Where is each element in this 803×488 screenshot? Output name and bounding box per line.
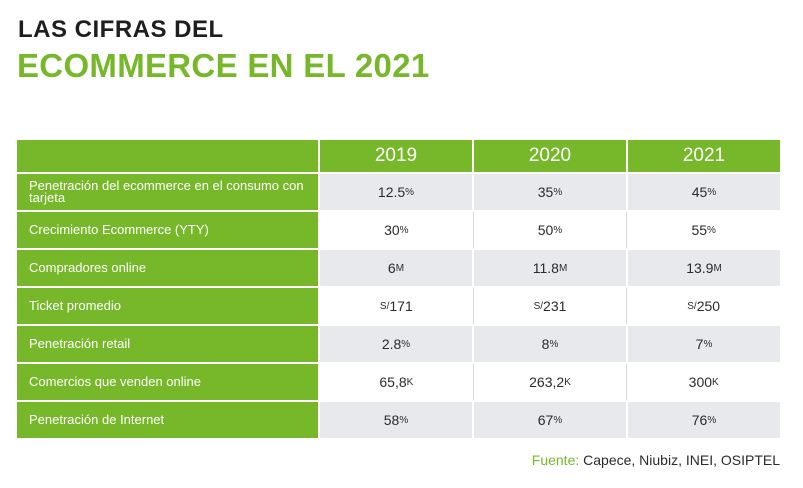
value-cell-2021: 7%	[626, 326, 780, 362]
value-unit: %	[399, 224, 409, 236]
value-number: 2.8	[381, 336, 402, 352]
value-cell-2021: 76%	[626, 402, 780, 438]
source-note: Fuente: Capece, Niubiz, INEI, OSIPTEL	[532, 452, 780, 468]
value-number: 35	[537, 184, 554, 200]
row-label: Compradores online	[17, 250, 318, 286]
header-year-2019: 2019	[318, 140, 472, 172]
value-cell-2019: 65,8 K	[318, 364, 473, 400]
value-number: 50	[537, 222, 554, 238]
value-cell-2021: S/250	[626, 288, 781, 324]
value-number: 45	[691, 184, 708, 200]
value-unit: M	[713, 262, 722, 274]
table-row: Comercios que venden online 65,8 K 263,2 K 30…	[17, 364, 781, 400]
value-unit: %	[553, 224, 563, 236]
value-cell-2020: 50%	[472, 212, 627, 248]
value-cell-2020: 8%	[472, 326, 626, 362]
value-unit: %	[703, 338, 713, 350]
value-unit: %	[707, 186, 717, 198]
value-number: 300	[688, 374, 713, 390]
value-cell-2020: 35%	[472, 174, 626, 210]
value-number: 250	[696, 298, 721, 314]
value-unit: %	[553, 414, 563, 426]
value-number: 65,8	[379, 374, 407, 390]
value-cell-2019: S/171	[318, 288, 473, 324]
value-unit: %	[549, 338, 559, 350]
row-label: Crecimiento Ecommerce (YTY)	[17, 212, 318, 248]
source-label: Fuente:	[531, 452, 580, 468]
value-unit: K	[712, 376, 719, 388]
row-label: Penetración del ecommerce en el consumo …	[17, 174, 318, 210]
value-cell-2019: 2.8%	[318, 326, 472, 362]
value-number: 231	[543, 298, 567, 314]
value-cell-2021: 55%	[626, 212, 781, 248]
value-number: 55	[691, 222, 708, 238]
value-number: 76	[691, 412, 708, 428]
value-prefix: S/	[379, 300, 390, 312]
row-label: Penetración de Internet	[17, 402, 318, 438]
value-number: 263,2	[529, 374, 565, 390]
value-unit: %	[401, 338, 411, 350]
row-label: Comercios que venden online	[17, 364, 318, 400]
table-row: Compradores online 6 M 11.8 M 13.9 M	[17, 250, 780, 286]
value-number: 8	[541, 336, 550, 352]
title-line-2: ECOMMERCE EN EL 2021	[17, 47, 430, 84]
table-row: Penetración del ecommerce en el consumo …	[17, 174, 780, 210]
value-cell-2019: 12.5%	[318, 174, 472, 210]
value-cell-2021: 13.9 M	[626, 250, 780, 286]
value-cell-2020: 67%	[472, 402, 626, 438]
value-number: 30	[384, 222, 400, 238]
value-cell-2021: 45%	[626, 174, 780, 210]
value-cell-2020: 263,2 K	[472, 364, 627, 400]
title-line-1: LAS CIFRAS DEL	[18, 16, 224, 43]
value-unit: %	[707, 414, 717, 426]
value-unit: %	[553, 186, 563, 198]
table-row: Penetración de Internet 58% 67% 76%	[17, 402, 780, 438]
value-number: 7	[695, 336, 704, 352]
value-cell-2019: 30%	[318, 212, 473, 248]
value-number: 11.8	[532, 260, 559, 276]
source-text: Capece, Niubiz, INEI, OSIPTEL	[583, 452, 780, 468]
stats-table: 2019 2020 2021 Penetración del ecommerce…	[17, 140, 781, 438]
value-cell-2019: 58%	[318, 402, 472, 438]
table-row: Penetración retail 2.8% 8% 7%	[17, 326, 780, 362]
header-year-2021: 2021	[626, 140, 780, 172]
row-label: Penetración retail	[17, 326, 318, 362]
value-number: 13.9	[686, 260, 714, 276]
value-cell-2020: 11.8 M	[472, 250, 626, 286]
value-unit: %	[399, 414, 409, 426]
value-number: 171	[389, 298, 413, 314]
value-number: 12.5	[377, 184, 406, 200]
value-prefix: S/	[533, 300, 544, 312]
table-header: 2019 2020 2021	[17, 140, 780, 172]
value-cell-2021: 300 K	[626, 364, 781, 400]
table-row: Crecimiento Ecommerce (YTY) 30% 50% 55%	[17, 212, 781, 248]
table-row: Ticket promedio S/171 S/231 S/250	[17, 288, 781, 324]
value-number: 58	[383, 412, 400, 428]
header-empty-cell	[17, 140, 318, 172]
value-unit: K	[406, 376, 414, 388]
value-unit: %	[707, 224, 716, 236]
header-year-2020: 2020	[472, 140, 626, 172]
value-unit: M	[558, 262, 568, 274]
row-label: Ticket promedio	[17, 288, 318, 324]
value-number: 6	[387, 260, 396, 276]
value-cell-2020: S/231	[472, 288, 627, 324]
value-unit: M	[395, 262, 405, 274]
value-unit: K	[564, 376, 571, 388]
value-number: 67	[537, 412, 554, 428]
value-prefix: S/	[687, 300, 697, 312]
value-unit: %	[405, 186, 415, 198]
